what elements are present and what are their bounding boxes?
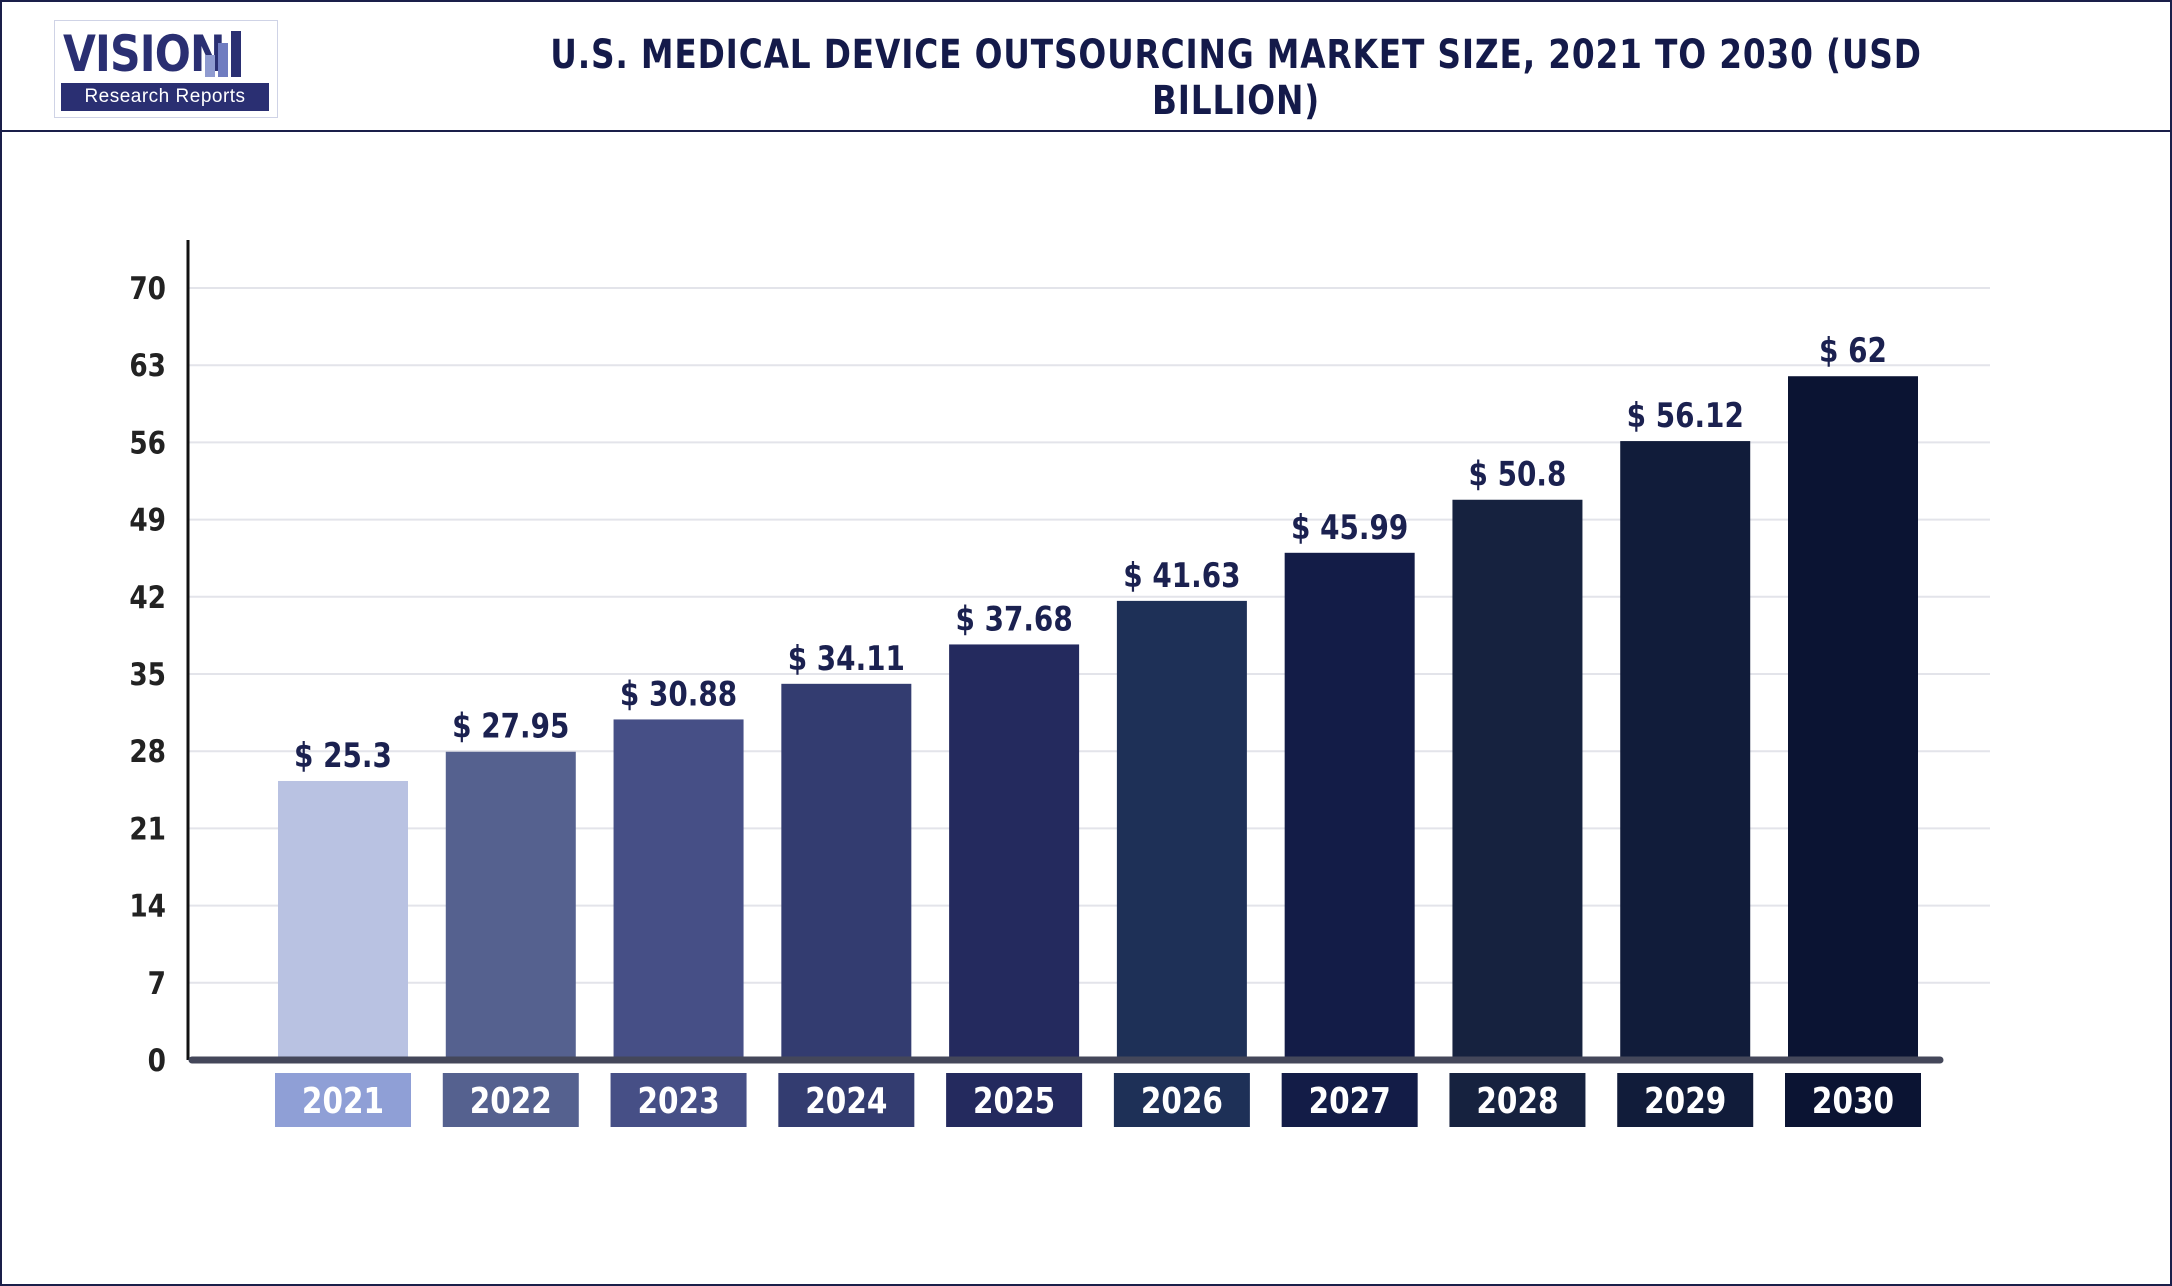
x-tick-box bbox=[1617, 1073, 1754, 1127]
bar bbox=[1284, 552, 1415, 1060]
y-tick-label: 0 bbox=[148, 1042, 166, 1079]
data-label: $ 45.99 bbox=[1291, 508, 1408, 547]
x-tick-box bbox=[1113, 1073, 1250, 1127]
bar bbox=[781, 683, 912, 1060]
logo-wordmark: VISION bbox=[63, 25, 226, 83]
header: VISION Research Reports U.S. MEDICAL DEV… bbox=[2, 2, 2170, 132]
data-label: $ 41.63 bbox=[1123, 556, 1240, 595]
y-tick-label: 70 bbox=[129, 270, 166, 307]
data-label: $ 62 bbox=[1819, 332, 1887, 371]
bar bbox=[1452, 499, 1583, 1061]
bar bbox=[1116, 600, 1247, 1060]
y-tick-label: 63 bbox=[129, 347, 166, 384]
y-tick-label: 21 bbox=[129, 810, 166, 847]
x-tick-label: 2022 bbox=[470, 1079, 552, 1122]
x-tick-label: 2023 bbox=[637, 1079, 719, 1122]
data-label: $ 25.3 bbox=[294, 736, 392, 775]
x-tick-label: 2021 bbox=[302, 1079, 384, 1122]
data-label: $ 56.12 bbox=[1627, 396, 1744, 435]
x-tick-label: 2024 bbox=[805, 1079, 887, 1122]
x-tick-box bbox=[275, 1073, 411, 1127]
y-tick-label: 7 bbox=[148, 965, 166, 1002]
bar bbox=[1620, 441, 1751, 1061]
bar bbox=[949, 644, 1080, 1060]
y-tick-label: 42 bbox=[129, 579, 166, 616]
y-tick-label: 49 bbox=[129, 502, 166, 539]
y-tick-label: 56 bbox=[129, 424, 166, 461]
x-tick-label: 2030 bbox=[1812, 1079, 1894, 1122]
chart-title: U.S. MEDICAL DEVICE OUTSOURCING MARKET S… bbox=[550, 32, 1922, 124]
data-label: $ 37.68 bbox=[955, 600, 1072, 639]
x-tick-box bbox=[1449, 1073, 1586, 1127]
y-tick-label: 35 bbox=[129, 656, 166, 693]
data-label: $ 27.95 bbox=[452, 707, 569, 746]
bar bbox=[613, 719, 744, 1060]
x-tick-box bbox=[610, 1073, 747, 1127]
data-label: $ 34.11 bbox=[788, 639, 905, 678]
bar bbox=[278, 780, 408, 1060]
y-tick-label: 14 bbox=[129, 888, 166, 925]
y-tick-label: 28 bbox=[129, 733, 166, 770]
bar bbox=[445, 751, 576, 1060]
data-label: $ 50.8 bbox=[1469, 455, 1567, 494]
bar bbox=[1788, 376, 1918, 1060]
x-tick-box bbox=[946, 1073, 1083, 1127]
x-tick-box bbox=[778, 1073, 915, 1127]
x-tick-box bbox=[1281, 1073, 1418, 1127]
logo-tagline: Research Reports bbox=[61, 83, 269, 111]
x-tick-label: 2029 bbox=[1644, 1079, 1726, 1122]
x-tick-label: 2025 bbox=[973, 1079, 1055, 1122]
x-tick-label: 2026 bbox=[1141, 1079, 1223, 1122]
x-tick-label: 2028 bbox=[1476, 1079, 1558, 1122]
x-tick-box bbox=[1785, 1073, 1921, 1127]
brand-logo: VISION Research Reports bbox=[54, 20, 278, 118]
data-label: $ 30.88 bbox=[620, 675, 737, 714]
bar-chart: 0 7 14 21 28 35 42 49 56 63 70 $ 25.3 2021 $ 27.95 202… bbox=[129, 240, 1990, 1127]
x-tick-label: 2027 bbox=[1309, 1079, 1391, 1122]
x-tick-box bbox=[442, 1073, 579, 1127]
